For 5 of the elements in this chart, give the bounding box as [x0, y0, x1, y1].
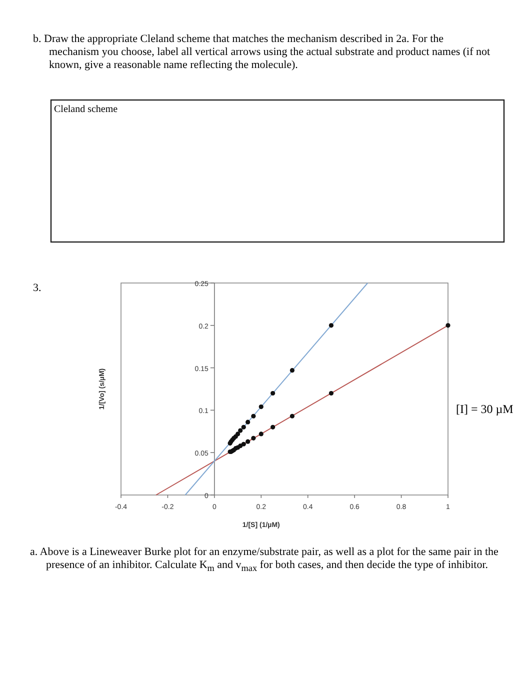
text: Cleland scheme	[54, 104, 118, 115]
text: b. Draw the appropriate Cleland scheme that matches the mechanism described in 2a. For the mechanism you choose, label all vertical arrows using the actual substrate and product names (if not known, give a reasonable name reflecting the molecule).	[33, 33, 492, 72]
text: a. Above is a Lineweaver Burke plot for an enzyme/substrate pair, as well as a plot for the same pair in the presence of an inhibitor. Calculate K$_{m}$ and v$_{max}$ for both cases, and then decide the type of inhibitor.	[30, 546, 500, 576]
text: 3.	[33, 282, 42, 294]
text: [I] = 30 µM	[456, 402, 514, 417]
